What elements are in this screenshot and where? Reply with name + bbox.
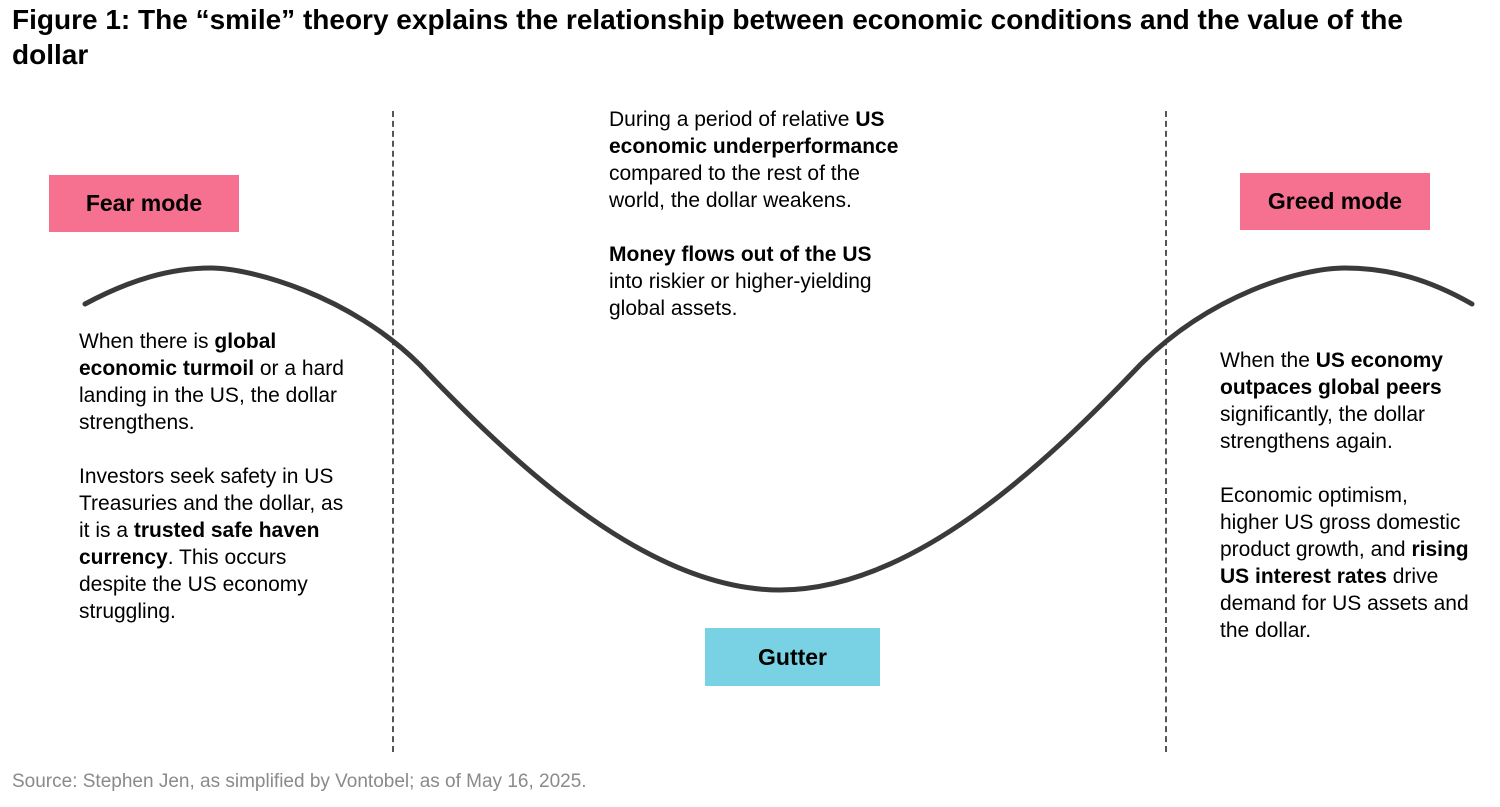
smile-curve-path: [82, 265, 1475, 593]
figure-title: Figure 1: The “smile” theory explains th…: [12, 4, 1403, 70]
greed-mode-description: When the US economy outpaces global peer…: [1220, 347, 1470, 644]
fear-mode-label: Fear mode: [49, 175, 239, 232]
fear-mode-description: When there is global economic turmoil or…: [79, 328, 359, 625]
fear-paragraph-2: Investors seek safety in US Treasuries a…: [79, 465, 344, 623]
fear-paragraph-1: When there is global economic turmoil or…: [79, 330, 344, 434]
source-note: Source: Stephen Jen, as simplified by Vo…: [12, 771, 587, 792]
gutter-paragraph-1: During a period of relative US economic …: [609, 108, 899, 212]
greed-paragraph-2: Economic optimism, higher US gross domes…: [1220, 484, 1469, 642]
gutter-label: Gutter: [705, 628, 880, 686]
gutter-description: During a period of relative US economic …: [609, 106, 899, 322]
gutter-paragraph-2: Money flows out of the US into riskier o…: [609, 243, 872, 320]
left-divider: [392, 111, 394, 752]
greed-mode-label: Greed mode: [1240, 173, 1430, 230]
greed-paragraph-1: When the US economy outpaces global peer…: [1220, 349, 1443, 453]
right-divider: [1165, 111, 1167, 752]
